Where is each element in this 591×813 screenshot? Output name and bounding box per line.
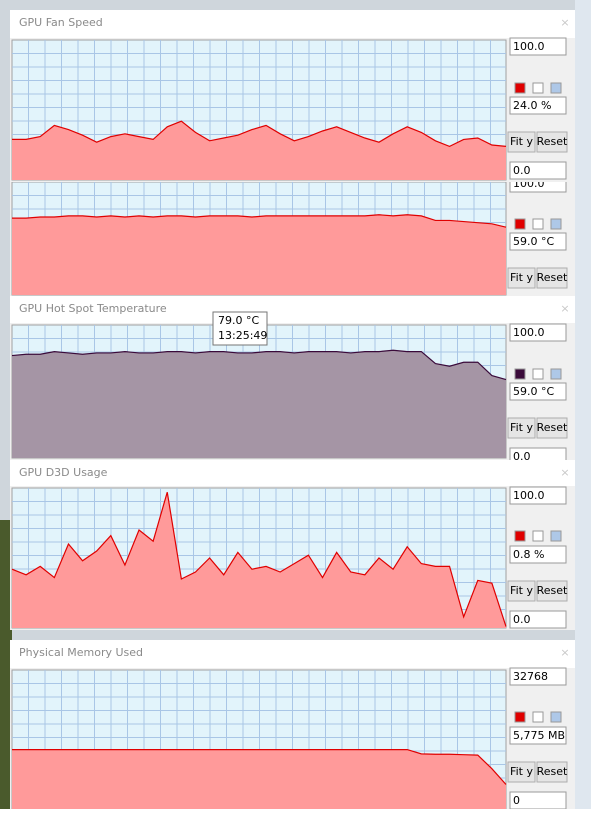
max-label: 100.0 bbox=[513, 489, 545, 502]
reset-button[interactable] bbox=[536, 267, 568, 289]
min-label-box bbox=[509, 610, 567, 629]
current-value: 59.0 °C bbox=[513, 385, 554, 398]
reset-button-label: Reset bbox=[537, 135, 568, 148]
current-value-box bbox=[509, 382, 567, 401]
close-button[interactable]: × bbox=[560, 466, 569, 479]
color-swatch[interactable] bbox=[514, 711, 526, 723]
min-label: 0.0 bbox=[513, 164, 531, 177]
sensor-panel: Physical Memory Used × 32768 5,775 MB 0 Fit y… bbox=[10, 640, 575, 810]
fit-button-label: Fit y bbox=[510, 271, 533, 284]
color-swatch[interactable] bbox=[550, 82, 562, 94]
current-value: 0.8 % bbox=[513, 548, 544, 561]
fit-button-label: Fit y bbox=[510, 765, 533, 778]
color-swatch[interactable] bbox=[514, 530, 526, 542]
title-bar bbox=[10, 10, 575, 38]
current-value-box bbox=[509, 232, 567, 251]
reset-button[interactable] bbox=[536, 417, 568, 439]
max-label: 100.0 bbox=[513, 326, 545, 339]
graph-area-fill bbox=[12, 492, 506, 628]
max-label: 32768 bbox=[513, 670, 548, 683]
reset-button[interactable] bbox=[536, 761, 568, 783]
title-bar bbox=[10, 460, 575, 486]
reset-button-label: Reset bbox=[537, 584, 568, 597]
color-swatch[interactable] bbox=[514, 218, 526, 230]
color-swatch[interactable] bbox=[532, 711, 544, 723]
current-value-box bbox=[509, 545, 567, 564]
title-bar bbox=[10, 640, 575, 668]
graph-line bbox=[12, 120, 507, 148]
max-label-box bbox=[509, 323, 567, 342]
fit-button-label: Fit y bbox=[510, 135, 533, 148]
color-swatch[interactable] bbox=[550, 711, 562, 723]
color-swatch[interactable] bbox=[550, 368, 562, 380]
current-value: 5,775 MB bbox=[513, 729, 565, 742]
tooltip-time: 13:25:49 bbox=[218, 329, 267, 342]
min-label-box bbox=[509, 161, 567, 180]
max-label-box bbox=[509, 37, 567, 56]
fit-button-label: Fit y bbox=[510, 584, 533, 597]
close-button[interactable]: × bbox=[560, 302, 569, 315]
min-label: 0.0 bbox=[513, 450, 531, 463]
min-label: 0.0 bbox=[513, 613, 531, 626]
fit-button[interactable] bbox=[507, 417, 536, 439]
fit-button-label: Fit y bbox=[510, 421, 533, 434]
reset-button-label: Reset bbox=[537, 271, 568, 284]
color-swatch[interactable] bbox=[550, 218, 562, 230]
color-swatch[interactable] bbox=[532, 82, 544, 94]
close-button[interactable]: × bbox=[560, 16, 569, 29]
color-swatch[interactable] bbox=[514, 368, 526, 380]
max-label-box bbox=[509, 486, 567, 505]
sensor-panel: GPU D3D Usage × 100.0 0.8 % 0.0 Fit y Reset bbox=[10, 460, 575, 630]
graph-area-fill bbox=[12, 749, 506, 809]
title-bar bbox=[10, 296, 575, 323]
color-swatch[interactable] bbox=[532, 218, 544, 230]
color-swatch[interactable] bbox=[514, 82, 526, 94]
reset-button-label: Reset bbox=[537, 765, 568, 778]
tooltip-value: 79.0 °C bbox=[218, 314, 259, 327]
fit-button[interactable] bbox=[507, 580, 536, 602]
min-label: 0 bbox=[513, 794, 520, 807]
reset-button[interactable] bbox=[536, 580, 568, 602]
panel-title: GPU Hot Spot Temperature bbox=[19, 302, 167, 315]
sensor-panel: GPU Hot Spot Temperature × 100.0 59.0 °C 0.0… bbox=[10, 296, 575, 466]
panel-title: GPU Fan Speed bbox=[19, 16, 103, 29]
fit-button[interactable] bbox=[507, 761, 536, 783]
tooltip-box bbox=[212, 311, 268, 346]
panel-title: GPU D3D Usage bbox=[19, 466, 108, 479]
fit-button[interactable] bbox=[507, 131, 536, 153]
graph-line bbox=[11, 349, 507, 381]
desktop bbox=[0, 520, 12, 809]
side-window bbox=[575, 0, 591, 809]
current-value-box bbox=[509, 726, 567, 745]
current-value-box bbox=[509, 96, 567, 115]
current-value: 59.0 °C bbox=[513, 235, 554, 248]
graph-line bbox=[11, 492, 507, 627]
current-value: 24.0 % bbox=[513, 99, 551, 112]
graph-line bbox=[12, 749, 507, 785]
graph-area-fill bbox=[12, 121, 506, 180]
panel-title: Physical Memory Used bbox=[19, 646, 143, 659]
fit-button[interactable] bbox=[507, 267, 536, 289]
sensor-panel: GPU Fan Speed × 100.0 24.0 % 0.0 Fit y Reset bbox=[10, 10, 575, 182]
close-button[interactable]: × bbox=[560, 646, 569, 659]
max-label-box bbox=[509, 667, 567, 686]
reset-button[interactable] bbox=[536, 131, 568, 153]
color-swatch[interactable] bbox=[532, 368, 544, 380]
color-swatch[interactable] bbox=[532, 530, 544, 542]
graph-area-fill bbox=[12, 350, 506, 458]
graph-area-fill bbox=[12, 214, 506, 295]
color-swatch[interactable] bbox=[550, 530, 562, 542]
reset-button-label: Reset bbox=[537, 421, 568, 434]
max-label: 100.0 bbox=[513, 40, 545, 53]
graph-line bbox=[12, 214, 507, 228]
